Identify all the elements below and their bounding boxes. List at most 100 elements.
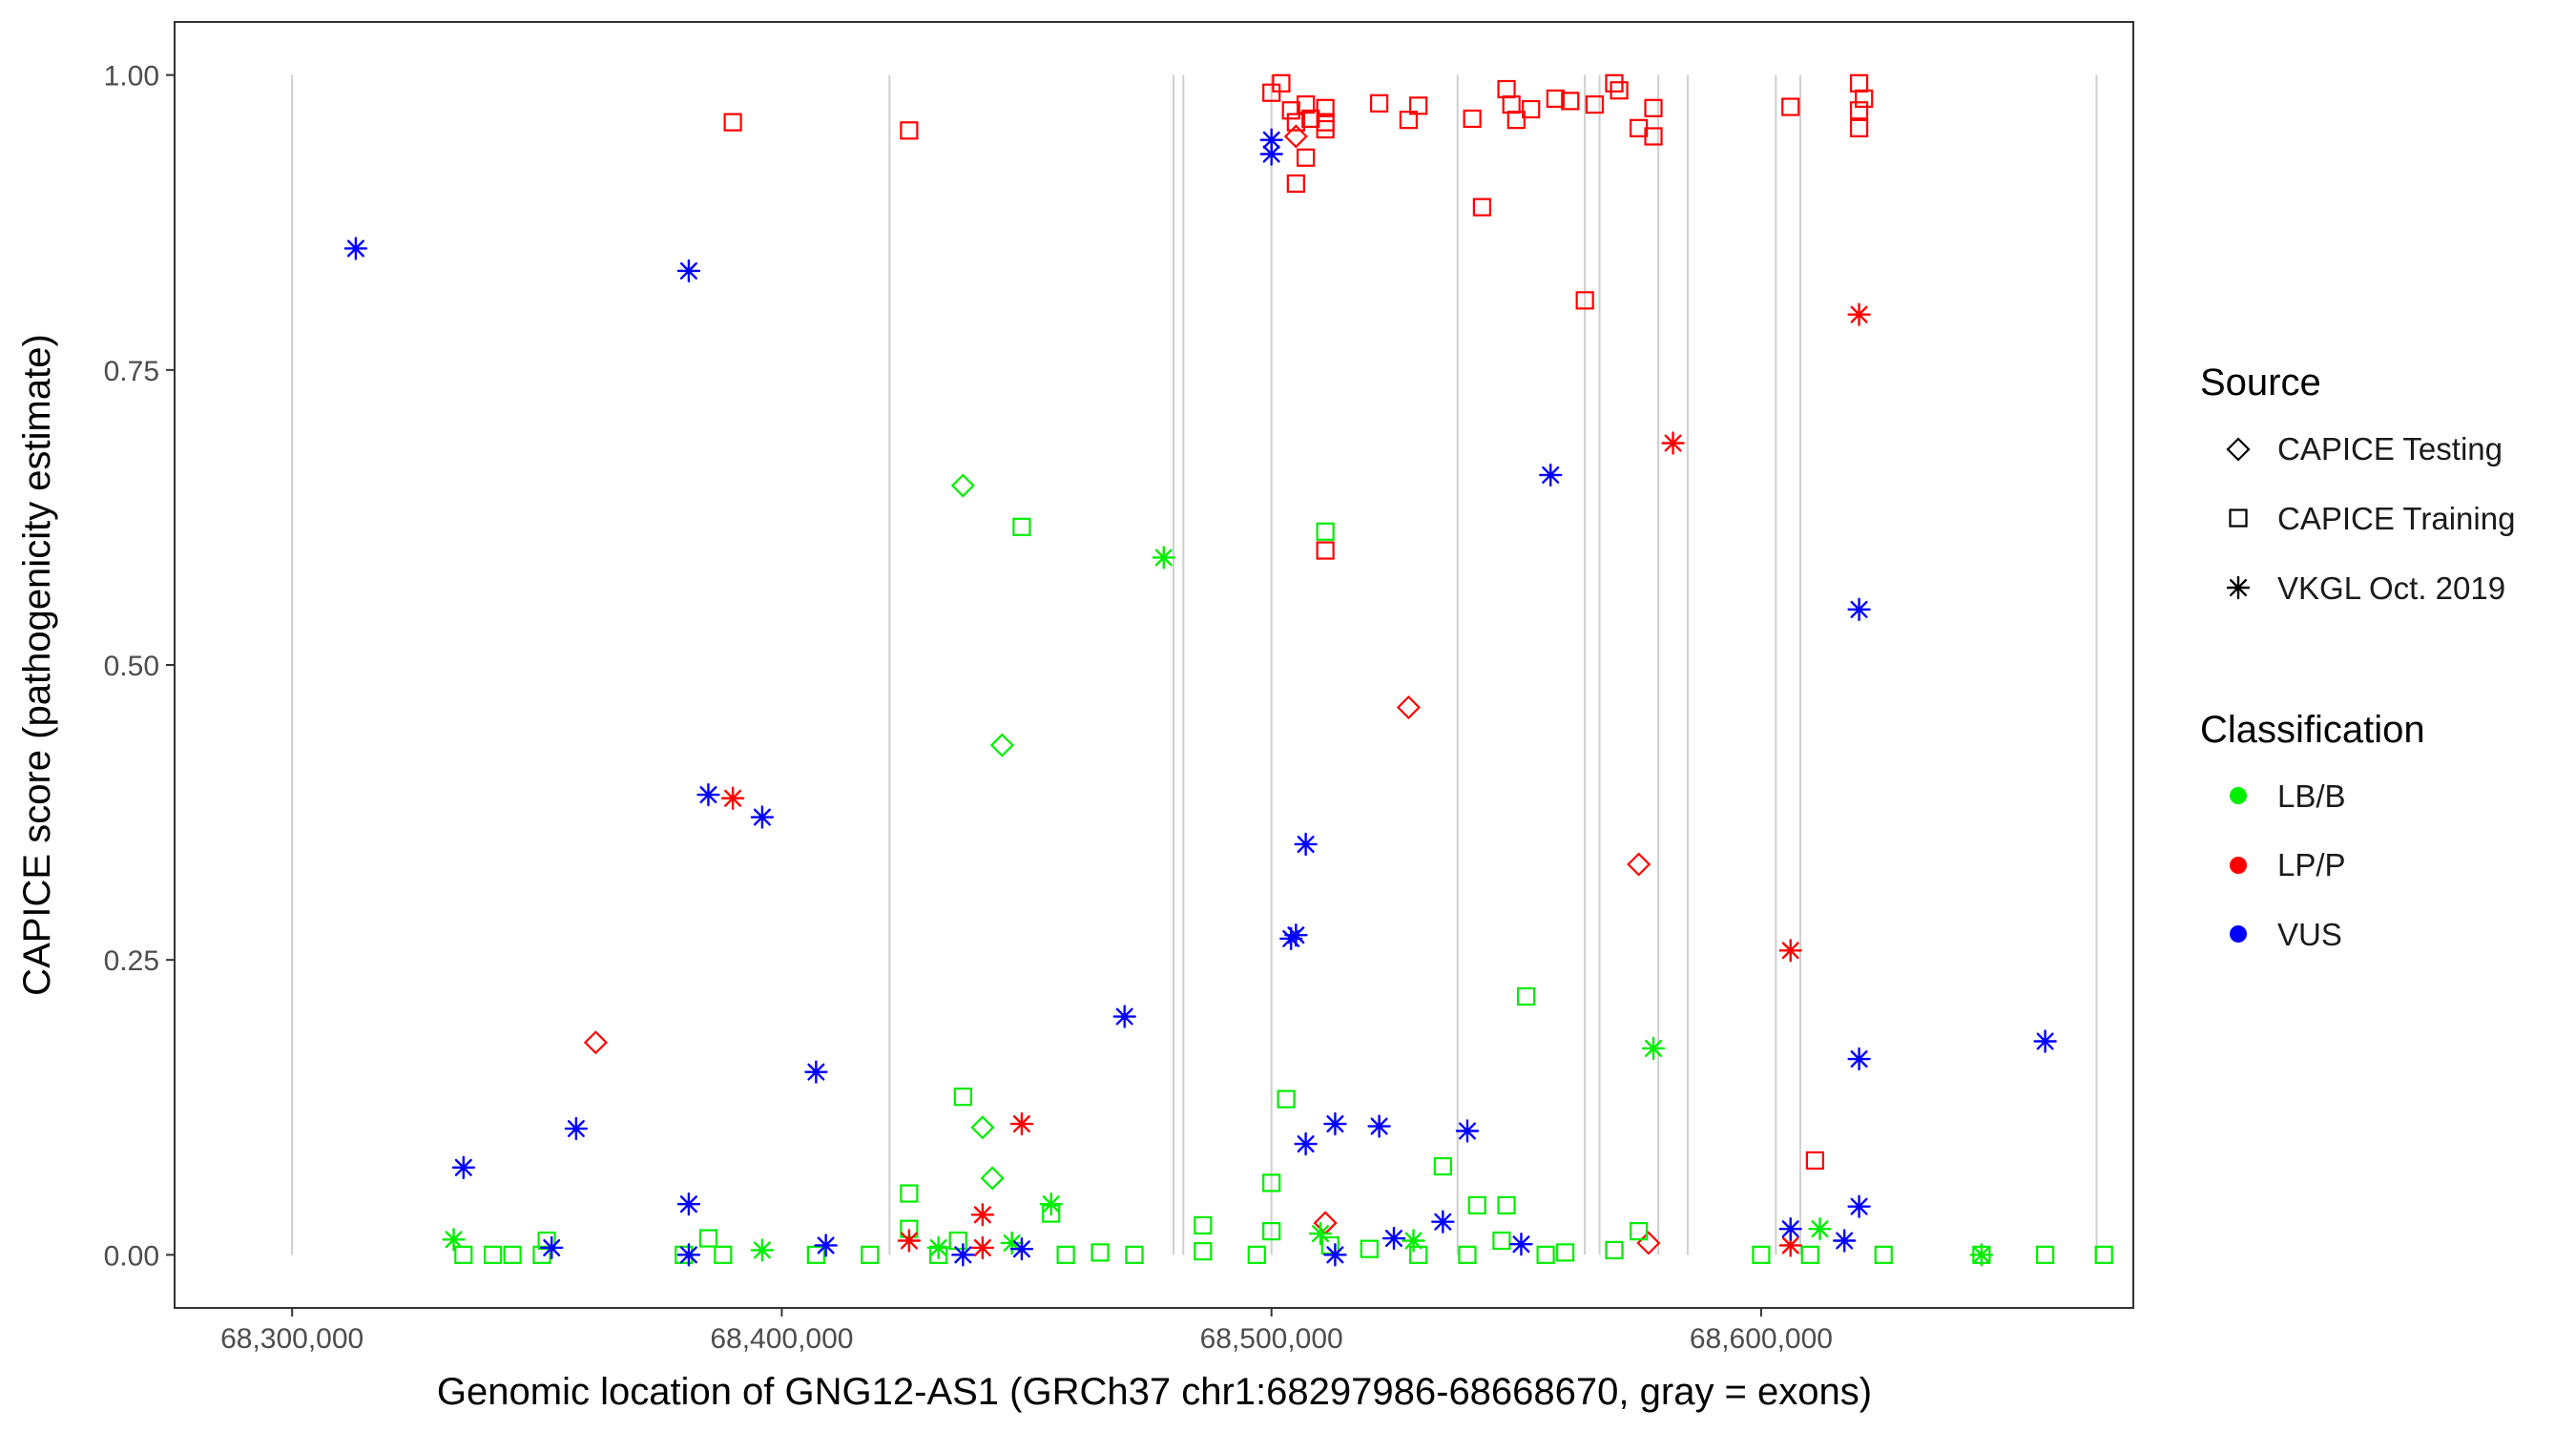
data-point-asterisk bbox=[1808, 1216, 1832, 1241]
data-point-square bbox=[1605, 1240, 1624, 1260]
data-point-asterisk bbox=[343, 237, 368, 260]
data-point-square bbox=[1247, 1245, 1266, 1264]
data-point-asterisk bbox=[970, 1235, 995, 1260]
data-point-asterisk bbox=[1112, 1005, 1136, 1028]
data-point-asterisk bbox=[720, 786, 745, 810]
data-point-square bbox=[1286, 113, 1305, 132]
data-point-square bbox=[723, 113, 742, 132]
legend-key-square bbox=[2229, 508, 2248, 528]
data-point-asterisk bbox=[540, 1235, 564, 1260]
data-point-square bbox=[1492, 1231, 1511, 1251]
data-point-square bbox=[1360, 1239, 1379, 1258]
data-point-square bbox=[1585, 94, 1605, 114]
legend-key-color bbox=[2230, 925, 2247, 943]
data-point-square bbox=[1056, 1245, 1075, 1264]
data-point-asterisk bbox=[1832, 1229, 1857, 1253]
data-point-square bbox=[1644, 98, 1663, 117]
data-point-square bbox=[1575, 291, 1594, 310]
data-point-square bbox=[1272, 73, 1291, 93]
data-point-asterisk bbox=[1152, 546, 1175, 570]
data-point-square bbox=[1610, 81, 1629, 100]
data-point-square bbox=[714, 1245, 733, 1264]
legend-key-asterisk bbox=[2226, 575, 2251, 600]
legend-key-color bbox=[2230, 857, 2247, 874]
data-point-square bbox=[806, 1245, 825, 1264]
data-point-square bbox=[1644, 127, 1663, 146]
data-point-square bbox=[1316, 541, 1335, 560]
data-point-asterisk bbox=[1641, 1036, 1666, 1061]
data-point-square bbox=[1546, 89, 1565, 108]
data-point-asterisk bbox=[926, 1235, 950, 1260]
data-point-asterisk bbox=[804, 1060, 828, 1084]
y-axis-title: CAPICE score (pathogenicity estimate) bbox=[16, 334, 58, 996]
data-point-square bbox=[2094, 1245, 2113, 1264]
data-point-square bbox=[1497, 1195, 1516, 1215]
data-point-asterisk bbox=[2033, 1029, 2057, 1053]
data-point-square bbox=[1781, 97, 1800, 116]
data-point-square bbox=[1316, 98, 1335, 117]
data-point-asterisk bbox=[1259, 142, 1283, 166]
data-point-asterisk bbox=[1778, 1234, 1802, 1257]
x-axis-tick-label: 68,400,000 bbox=[710, 1323, 853, 1355]
data-point-asterisk bbox=[1381, 1226, 1406, 1251]
data-point-diamond bbox=[583, 1030, 608, 1055]
data-point-diamond bbox=[989, 733, 1014, 757]
data-point-asterisk bbox=[1308, 1221, 1333, 1246]
data-point-asterisk bbox=[1455, 1119, 1480, 1143]
data-point-square bbox=[2036, 1245, 2055, 1264]
data-point-square bbox=[1463, 109, 1482, 129]
data-point-asterisk bbox=[951, 1243, 975, 1267]
data-point-asterisk bbox=[1294, 832, 1318, 857]
data-point-asterisk bbox=[564, 1116, 589, 1141]
data-point-square bbox=[1194, 1242, 1213, 1261]
data-point-asterisk bbox=[1039, 1192, 1063, 1216]
data-point-diamond bbox=[950, 473, 975, 498]
data-point-asterisk bbox=[1009, 1236, 1034, 1261]
data-point-asterisk bbox=[442, 1228, 466, 1252]
data-point-asterisk bbox=[897, 1229, 922, 1253]
data-point-square bbox=[1316, 522, 1335, 541]
x-axis-title: Genomic location of GNG12-AS1 (GRCh37 ch… bbox=[437, 1371, 1872, 1413]
data-point-square bbox=[1320, 1235, 1340, 1255]
data-point-square bbox=[1091, 1243, 1110, 1262]
data-point-asterisk bbox=[1279, 926, 1303, 951]
data-point-diamond bbox=[1396, 695, 1421, 720]
y-axis-tick-label: 0.75 bbox=[104, 356, 159, 387]
data-point-square bbox=[1849, 101, 1869, 120]
y-axis-tick-label: 1.00 bbox=[104, 61, 159, 93]
data-points bbox=[343, 73, 2113, 1267]
exon-lines bbox=[291, 74, 2098, 1255]
data-point-asterisk bbox=[676, 259, 701, 283]
data-point-square bbox=[900, 121, 919, 140]
data-point-square bbox=[484, 1245, 503, 1264]
legend-class-label-lpp: LP/P bbox=[2277, 847, 2346, 882]
data-point-diamond bbox=[1283, 124, 1308, 149]
data-point-square bbox=[1800, 1245, 1819, 1264]
data-point-asterisk bbox=[1778, 939, 1802, 963]
data-point-asterisk bbox=[1969, 1243, 1994, 1267]
legend-class-title: Classification bbox=[2200, 709, 2425, 751]
legend-class-label-vus: VUS bbox=[2277, 917, 2342, 952]
y-axis-tick-label: 0.00 bbox=[104, 1240, 159, 1272]
legend-key-diamond bbox=[2226, 437, 2251, 462]
data-point-asterisk bbox=[750, 805, 775, 829]
data-point-square bbox=[1536, 1245, 1555, 1264]
data-point-square bbox=[861, 1245, 880, 1264]
data-point-square bbox=[1297, 148, 1316, 167]
data-point-asterisk bbox=[1847, 302, 1871, 326]
legend-source-label-vkgl: VKGL Oct. 2019 bbox=[2277, 570, 2505, 606]
axes: 0.00 0.25 0.50 0.75 1.00 68,300,000 68,400,000… bbox=[104, 61, 1833, 1355]
legend: Source CAPICE Testing CAPICE Training VK… bbox=[2200, 362, 2515, 952]
data-point-asterisk bbox=[1431, 1210, 1455, 1234]
data-point-square bbox=[454, 1245, 473, 1264]
data-point-square bbox=[1012, 517, 1031, 536]
data-point-asterisk bbox=[1000, 1231, 1024, 1255]
data-point-square bbox=[1561, 92, 1580, 111]
data-point-square bbox=[1522, 99, 1541, 119]
data-point-asterisk bbox=[1323, 1111, 1347, 1136]
data-point-square bbox=[953, 1088, 972, 1107]
data-point-asterisk bbox=[676, 1192, 701, 1216]
data-point-asterisk bbox=[1509, 1233, 1533, 1256]
